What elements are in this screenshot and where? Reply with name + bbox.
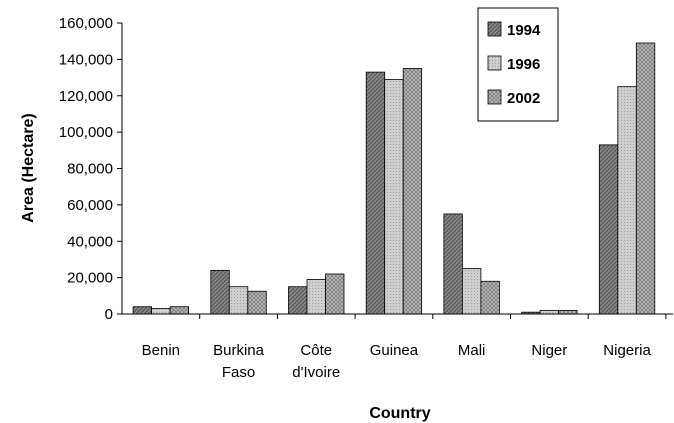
x-axis-labels: Benin Burkina Faso Côte d'Ivoire Guinea Mali Ni… — [142, 342, 652, 381]
legend-label-2002: 2002 — [507, 90, 540, 107]
bar-2002-3 — [402, 68, 423, 315]
bar-1994-2 — [288, 286, 308, 315]
bar-2002-1 — [247, 290, 267, 315]
legend-swatch-1994 — [487, 21, 502, 37]
y-tick-label: 100,000 — [59, 124, 113, 141]
bar-1996-1 — [228, 286, 249, 315]
x-tick-label: Burkina — [213, 342, 265, 359]
bar-2002-2 — [325, 273, 345, 315]
bar-1996-0 — [151, 308, 171, 315]
bar-1996-4 — [461, 268, 482, 315]
bar-1996-2 — [306, 279, 326, 315]
bar-1994-0 — [132, 306, 153, 315]
bar-1994-3 — [365, 71, 386, 315]
legend-label-1994: 1994 — [507, 22, 541, 39]
x-tick-label: Nigeria — [603, 342, 651, 359]
x-axis-title: Country — [369, 405, 430, 422]
bars — [132, 42, 656, 315]
bar-1994-1 — [210, 269, 230, 315]
y-tick-label: 160,000 — [59, 15, 113, 32]
x-tick-label: Côte — [300, 342, 332, 359]
legend-swatch-2002 — [487, 89, 502, 105]
axes — [121, 23, 673, 319]
bar-1996-6 — [617, 86, 637, 315]
x-tick-label: Benin — [142, 342, 180, 359]
x-tick-label: Mali — [458, 342, 486, 359]
y-tick-label: 80,000 — [67, 161, 113, 178]
x-tick-label: Guinea — [370, 342, 419, 359]
y-tick-label: 40,000 — [67, 233, 113, 250]
bar-1994-4 — [443, 213, 463, 315]
bar-1996-5 — [539, 309, 559, 315]
y-tick-label: 60,000 — [67, 197, 113, 214]
y-axis-title: Area (Hectare) — [20, 113, 37, 222]
bar-2002-6 — [635, 42, 656, 315]
x-tick-label: d'Ivoire — [292, 364, 340, 381]
bar-2002-0 — [169, 306, 190, 315]
y-axis-ticks: 0 20,000 40,000 60,000 80,000 100,000 120,000 1… — [59, 15, 122, 323]
y-tick-label: 140,000 — [59, 51, 113, 68]
bar-2002-5 — [558, 309, 578, 315]
legend-label-1996: 1996 — [507, 56, 540, 73]
y-tick-label: 0 — [105, 306, 113, 323]
legend: 1994 1996 2002 — [477, 7, 559, 122]
x-tick-label: Niger — [531, 342, 567, 359]
bar-2002-4 — [480, 280, 500, 315]
y-tick-label: 120,000 — [59, 88, 113, 105]
bar-1996-3 — [384, 78, 404, 315]
legend-swatch-1996 — [487, 55, 502, 71]
bar-1994-6 — [598, 144, 619, 315]
x-tick-label: Faso — [222, 364, 255, 381]
y-tick-label: 20,000 — [67, 270, 113, 287]
